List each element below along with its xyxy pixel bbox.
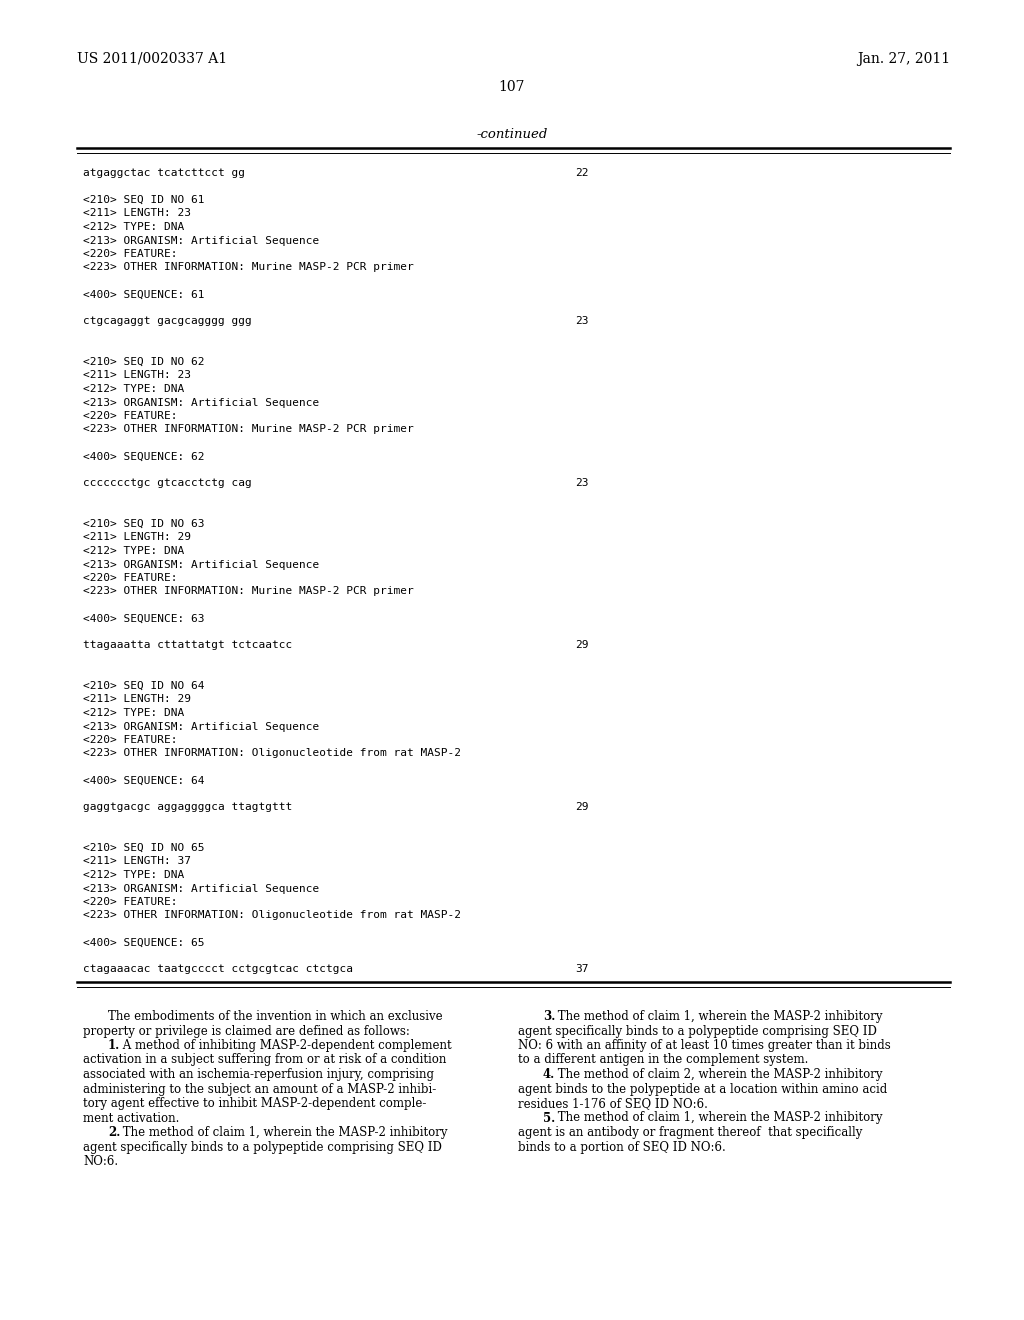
Text: <400> SEQUENCE: 65: <400> SEQUENCE: 65 [83, 937, 205, 948]
Text: 29: 29 [575, 640, 589, 651]
Text: <210> SEQ ID NO 63: <210> SEQ ID NO 63 [83, 519, 205, 529]
Text: <223> OTHER INFORMATION: Murine MASP-2 PCR primer: <223> OTHER INFORMATION: Murine MASP-2 P… [83, 586, 414, 597]
Text: gaggtgacgc aggaggggca ttagtgttt: gaggtgacgc aggaggggca ttagtgttt [83, 803, 292, 813]
Text: US 2011/0020337 A1: US 2011/0020337 A1 [77, 51, 227, 66]
Text: -continued: -continued [476, 128, 548, 141]
Text: 2.: 2. [108, 1126, 121, 1139]
Text: <213> ORGANISM: Artificial Sequence: <213> ORGANISM: Artificial Sequence [83, 560, 319, 569]
Text: NO:6.: NO:6. [83, 1155, 118, 1168]
Text: <220> FEATURE:: <220> FEATURE: [83, 573, 177, 583]
Text: 23: 23 [575, 479, 589, 488]
Text: 107: 107 [499, 81, 525, 94]
Text: 1.: 1. [108, 1039, 120, 1052]
Text: <220> FEATURE:: <220> FEATURE: [83, 735, 177, 744]
Text: <210> SEQ ID NO 62: <210> SEQ ID NO 62 [83, 356, 205, 367]
Text: <211> LENGTH: 29: <211> LENGTH: 29 [83, 532, 191, 543]
Text: <210> SEQ ID NO 64: <210> SEQ ID NO 64 [83, 681, 205, 690]
Text: <211> LENGTH: 37: <211> LENGTH: 37 [83, 857, 191, 866]
Text: atgaggctac tcatcttcct gg: atgaggctac tcatcttcct gg [83, 168, 245, 178]
Text: <400> SEQUENCE: 64: <400> SEQUENCE: 64 [83, 776, 205, 785]
Text: <220> FEATURE:: <220> FEATURE: [83, 411, 177, 421]
Text: 29: 29 [575, 803, 589, 813]
Text: activation in a subject suffering from or at risk of a condition: activation in a subject suffering from o… [83, 1053, 446, 1067]
Text: residues 1-176 of SEQ ID NO:6.: residues 1-176 of SEQ ID NO:6. [518, 1097, 708, 1110]
Text: <223> OTHER INFORMATION: Murine MASP-2 PCR primer: <223> OTHER INFORMATION: Murine MASP-2 P… [83, 263, 414, 272]
Text: NO: 6 with an affinity of at least 10 times greater than it binds: NO: 6 with an affinity of at least 10 ti… [518, 1039, 891, 1052]
Text: <212> TYPE: DNA: <212> TYPE: DNA [83, 222, 184, 232]
Text: agent is an antibody or fragment thereof  that specifically: agent is an antibody or fragment thereof… [518, 1126, 862, 1139]
Text: <212> TYPE: DNA: <212> TYPE: DNA [83, 708, 184, 718]
Text: <223> OTHER INFORMATION: Oligonucleotide from rat MASP-2: <223> OTHER INFORMATION: Oligonucleotide… [83, 911, 461, 920]
Text: <220> FEATURE:: <220> FEATURE: [83, 898, 177, 907]
Text: The method of claim 2, wherein the MASP-2 inhibitory: The method of claim 2, wherein the MASP-… [554, 1068, 882, 1081]
Text: agent binds to the polypeptide at a location within amino acid: agent binds to the polypeptide at a loca… [518, 1082, 887, 1096]
Text: 5.: 5. [543, 1111, 555, 1125]
Text: agent specifically binds to a polypeptide comprising SEQ ID: agent specifically binds to a polypeptid… [518, 1024, 877, 1038]
Text: <220> FEATURE:: <220> FEATURE: [83, 249, 177, 259]
Text: ment activation.: ment activation. [83, 1111, 179, 1125]
Text: 37: 37 [575, 965, 589, 974]
Text: The method of claim 1, wherein the MASP-2 inhibitory: The method of claim 1, wherein the MASP-… [554, 1111, 882, 1125]
Text: agent specifically binds to a polypeptide comprising SEQ ID: agent specifically binds to a polypeptid… [83, 1140, 442, 1154]
Text: A method of inhibiting MASP-2-dependent complement: A method of inhibiting MASP-2-dependent … [119, 1039, 452, 1052]
Text: Jan. 27, 2011: Jan. 27, 2011 [857, 51, 950, 66]
Text: 23: 23 [575, 317, 589, 326]
Text: 3.: 3. [543, 1010, 555, 1023]
Text: <213> ORGANISM: Artificial Sequence: <213> ORGANISM: Artificial Sequence [83, 397, 319, 408]
Text: ctgcagaggt gacgcagggg ggg: ctgcagaggt gacgcagggg ggg [83, 317, 252, 326]
Text: <211> LENGTH: 23: <211> LENGTH: 23 [83, 371, 191, 380]
Text: <213> ORGANISM: Artificial Sequence: <213> ORGANISM: Artificial Sequence [83, 883, 319, 894]
Text: <223> OTHER INFORMATION: Murine MASP-2 PCR primer: <223> OTHER INFORMATION: Murine MASP-2 P… [83, 425, 414, 434]
Text: administering to the subject an amount of a MASP-2 inhibi-: administering to the subject an amount o… [83, 1082, 436, 1096]
Text: <211> LENGTH: 23: <211> LENGTH: 23 [83, 209, 191, 219]
Text: <223> OTHER INFORMATION: Oligonucleotide from rat MASP-2: <223> OTHER INFORMATION: Oligonucleotide… [83, 748, 461, 759]
Text: ctagaaacac taatgcccct cctgcgtcac ctctgca: ctagaaacac taatgcccct cctgcgtcac ctctgca [83, 965, 353, 974]
Text: <213> ORGANISM: Artificial Sequence: <213> ORGANISM: Artificial Sequence [83, 722, 319, 731]
Text: 4.: 4. [543, 1068, 555, 1081]
Text: <212> TYPE: DNA: <212> TYPE: DNA [83, 546, 184, 556]
Text: property or privilege is claimed are defined as follows:: property or privilege is claimed are def… [83, 1024, 410, 1038]
Text: to a different antigen in the complement system.: to a different antigen in the complement… [518, 1053, 808, 1067]
Text: <211> LENGTH: 29: <211> LENGTH: 29 [83, 694, 191, 705]
Text: <212> TYPE: DNA: <212> TYPE: DNA [83, 870, 184, 880]
Text: <400> SEQUENCE: 61: <400> SEQUENCE: 61 [83, 289, 205, 300]
Text: The method of claim 1, wherein the MASP-2 inhibitory: The method of claim 1, wherein the MASP-… [554, 1010, 882, 1023]
Text: ccccccctgc gtcacctctg cag: ccccccctgc gtcacctctg cag [83, 479, 252, 488]
Text: <400> SEQUENCE: 63: <400> SEQUENCE: 63 [83, 614, 205, 623]
Text: associated with an ischemia-reperfusion injury, comprising: associated with an ischemia-reperfusion … [83, 1068, 434, 1081]
Text: tory agent effective to inhibit MASP-2-dependent comple-: tory agent effective to inhibit MASP-2-d… [83, 1097, 426, 1110]
Text: binds to a portion of SEQ ID NO:6.: binds to a portion of SEQ ID NO:6. [518, 1140, 726, 1154]
Text: The embodiments of the invention in which an exclusive: The embodiments of the invention in whic… [108, 1010, 442, 1023]
Text: <210> SEQ ID NO 65: <210> SEQ ID NO 65 [83, 843, 205, 853]
Text: ttagaaatta cttattatgt tctcaatcc: ttagaaatta cttattatgt tctcaatcc [83, 640, 292, 651]
Text: <213> ORGANISM: Artificial Sequence: <213> ORGANISM: Artificial Sequence [83, 235, 319, 246]
Text: 22: 22 [575, 168, 589, 178]
Text: <400> SEQUENCE: 62: <400> SEQUENCE: 62 [83, 451, 205, 462]
Text: The method of claim 1, wherein the MASP-2 inhibitory: The method of claim 1, wherein the MASP-… [119, 1126, 447, 1139]
Text: <212> TYPE: DNA: <212> TYPE: DNA [83, 384, 184, 393]
Text: <210> SEQ ID NO 61: <210> SEQ ID NO 61 [83, 195, 205, 205]
